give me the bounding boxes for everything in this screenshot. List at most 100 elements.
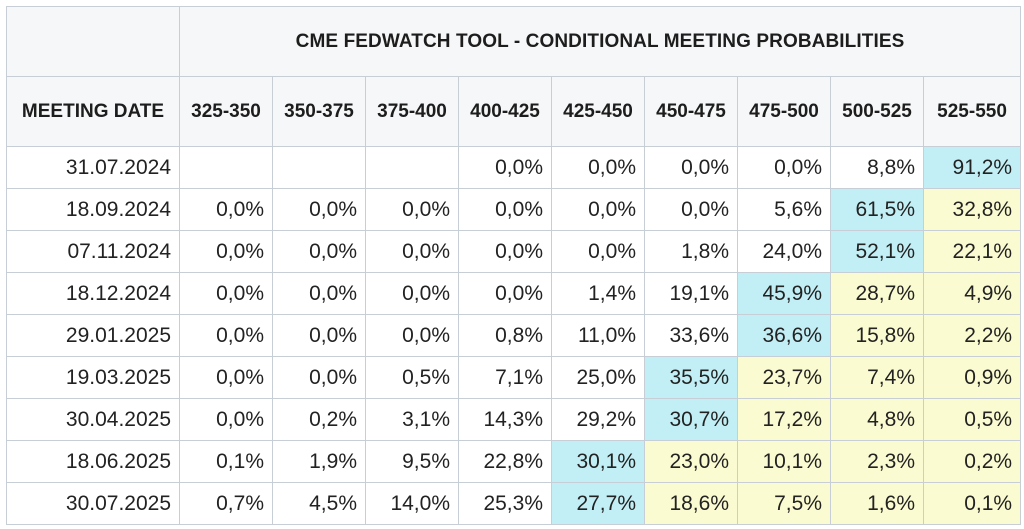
probability-cell: 0,0% (551, 146, 645, 189)
probability-cell: 35,5% (644, 356, 738, 399)
probability-cell: 1,9% (272, 440, 366, 483)
probability-cell: 0,0% (272, 314, 366, 357)
table-row: 19.03.2025 0,0% 0,0% 0,5% 7,1% 25,0% 35,5% 23,7… (6, 356, 1022, 399)
probability-cell: 17,2% (737, 398, 831, 441)
probability-cell: 22,8% (458, 440, 552, 483)
probability-cell: 23,0% (644, 440, 738, 483)
probability-cell: 24,0% (737, 230, 831, 273)
rate-range-header: 350-375 (272, 76, 366, 147)
probability-cell: 29,2% (551, 398, 645, 441)
probability-cell: 15,8% (830, 314, 924, 357)
probability-cell: 1,8% (644, 230, 738, 273)
probability-cell: 11,0% (551, 314, 645, 357)
probability-cell: 0,0% (458, 272, 552, 315)
meeting-date-cell: 29.01.2025 (6, 314, 180, 357)
probability-cell: 0,8% (458, 314, 552, 357)
probability-cell: 1,4% (551, 272, 645, 315)
meeting-date-cell: 19.03.2025 (6, 356, 180, 399)
probability-cell: 30,7% (644, 398, 738, 441)
probability-cell: 0,2% (272, 398, 366, 441)
probability-cell: 7,5% (737, 482, 831, 525)
probability-cell: 0,0% (458, 230, 552, 273)
table-title: CME FEDWATCH TOOL - CONDITIONAL MEETING … (178, 6, 1022, 77)
probability-cell: 0,0% (272, 230, 366, 273)
probability-cell: 10,1% (737, 440, 831, 483)
probability-cell: 3,1% (365, 398, 459, 441)
probability-cell: 0,0% (179, 398, 273, 441)
probability-cell: 0,5% (922, 398, 1022, 441)
probability-cell: 45,9% (737, 272, 831, 315)
probability-cell (179, 146, 273, 189)
probability-cell: 36,6% (737, 314, 831, 357)
probability-cell: 0,7% (179, 482, 273, 525)
probability-cell: 61,5% (830, 188, 924, 231)
probability-cell: 0,0% (644, 188, 738, 231)
meeting-date-cell: 18.09.2024 (6, 188, 180, 231)
probability-cell: 4,9% (922, 272, 1022, 315)
probability-cell: 0,0% (458, 188, 552, 231)
probability-cell: 0,0% (365, 230, 459, 273)
probability-cell: 32,8% (922, 188, 1022, 231)
probability-cell: 0,0% (551, 230, 645, 273)
probability-cell: 8,8% (830, 146, 924, 189)
probability-cell: 33,6% (644, 314, 738, 357)
probability-cell: 14,3% (458, 398, 552, 441)
probability-cell: 27,7% (551, 482, 645, 525)
table-row: 18.06.2025 0,1% 1,9% 9,5% 22,8% 30,1% 23,0% 10,… (6, 440, 1022, 483)
rate-range-header: 375-400 (365, 76, 459, 147)
probability-cell: 0,0% (272, 356, 366, 399)
table-row: 18.12.2024 0,0% 0,0% 0,0% 0,0% 1,4% 19,1% 45,9%… (6, 272, 1022, 315)
title-row: CME FEDWATCH TOOL - CONDITIONAL MEETING … (6, 6, 1022, 77)
column-header-row: MEETING DATE 325-350 350-375 375-400 400-42… (6, 76, 1022, 147)
probability-cell: 5,6% (737, 188, 831, 231)
rate-range-header: 450-475 (644, 76, 738, 147)
table-row: 18.09.2024 0,0% 0,0% 0,0% 0,0% 0,0% 0,0% 5,6% 61… (6, 188, 1022, 231)
table-row: 07.11.2024 0,0% 0,0% 0,0% 0,0% 0,0% 1,8% 24,0% 5… (6, 230, 1022, 273)
probability-cell: 0,0% (179, 272, 273, 315)
meeting-date-cell: 31.07.2024 (6, 146, 180, 189)
probability-cell: 0,0% (551, 188, 645, 231)
probability-cell: 28,7% (830, 272, 924, 315)
probability-cell: 2,2% (922, 314, 1022, 357)
probability-cell: 23,7% (737, 356, 831, 399)
probability-cell: 19,1% (644, 272, 738, 315)
rate-range-header: 525-550 (922, 76, 1022, 147)
probability-cell: 0,0% (179, 314, 273, 357)
probability-cell: 0,0% (179, 230, 273, 273)
rate-range-header: 475-500 (737, 76, 831, 147)
probability-cell: 0,0% (365, 314, 459, 357)
probability-cell (365, 146, 459, 189)
probability-cell: 0,0% (272, 188, 366, 231)
rate-range-header: 400-425 (458, 76, 552, 147)
probability-cell: 0,2% (922, 440, 1022, 483)
probability-cell: 18,6% (644, 482, 738, 525)
probability-cell: 91,2% (922, 146, 1022, 189)
probability-cell: 0,1% (179, 440, 273, 483)
table-body: 31.07.2024 0,0% 0,0% 0,0% 0,0% 8,8% 91,2% 18.09… (6, 146, 1022, 525)
probability-cell: 0,5% (365, 356, 459, 399)
probability-cell (272, 146, 366, 189)
probability-cell: 0,0% (737, 146, 831, 189)
probability-cell: 0,9% (922, 356, 1022, 399)
rate-range-header: 425-450 (551, 76, 645, 147)
meeting-date-header: MEETING DATE (6, 76, 180, 147)
table-row: 30.04.2025 0,0% 0,2% 3,1% 14,3% 29,2% 30,7% 17,… (6, 398, 1022, 441)
probability-cell: 9,5% (365, 440, 459, 483)
probability-cell: 22,1% (922, 230, 1022, 273)
probability-cell: 30,1% (551, 440, 645, 483)
probability-cell: 52,1% (830, 230, 924, 273)
fedwatch-probability-table: CME FEDWATCH TOOL - CONDITIONAL MEETING … (6, 6, 1022, 525)
probability-cell: 7,4% (830, 356, 924, 399)
probability-cell: 14,0% (365, 482, 459, 525)
meeting-date-cell: 18.12.2024 (6, 272, 180, 315)
probability-cell: 0,0% (179, 188, 273, 231)
probability-cell: 0,0% (272, 272, 366, 315)
probability-cell: 0,0% (365, 188, 459, 231)
probability-cell: 25,0% (551, 356, 645, 399)
probability-cell: 1,6% (830, 482, 924, 525)
meeting-date-cell: 30.07.2025 (6, 482, 180, 525)
probability-cell: 0,0% (644, 146, 738, 189)
meeting-date-cell: 07.11.2024 (6, 230, 180, 273)
probability-cell: 0,1% (922, 482, 1022, 525)
meeting-date-cell: 30.04.2025 (6, 398, 180, 441)
